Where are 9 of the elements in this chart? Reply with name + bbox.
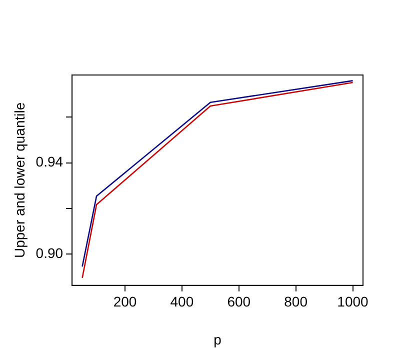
y-axis-title: Upper and lower quantile <box>11 102 28 258</box>
x-axis-title: p <box>214 331 222 348</box>
x-tick-label: 200 <box>113 294 137 310</box>
x-tick-label: 800 <box>284 294 308 310</box>
y-tick-label: 0.94 <box>36 154 64 170</box>
x-tick-label: 1000 <box>337 294 369 310</box>
y-tick-label: 0.90 <box>36 244 64 261</box>
x-tick-label: 400 <box>170 294 194 310</box>
x-tick-label: 600 <box>227 294 251 310</box>
